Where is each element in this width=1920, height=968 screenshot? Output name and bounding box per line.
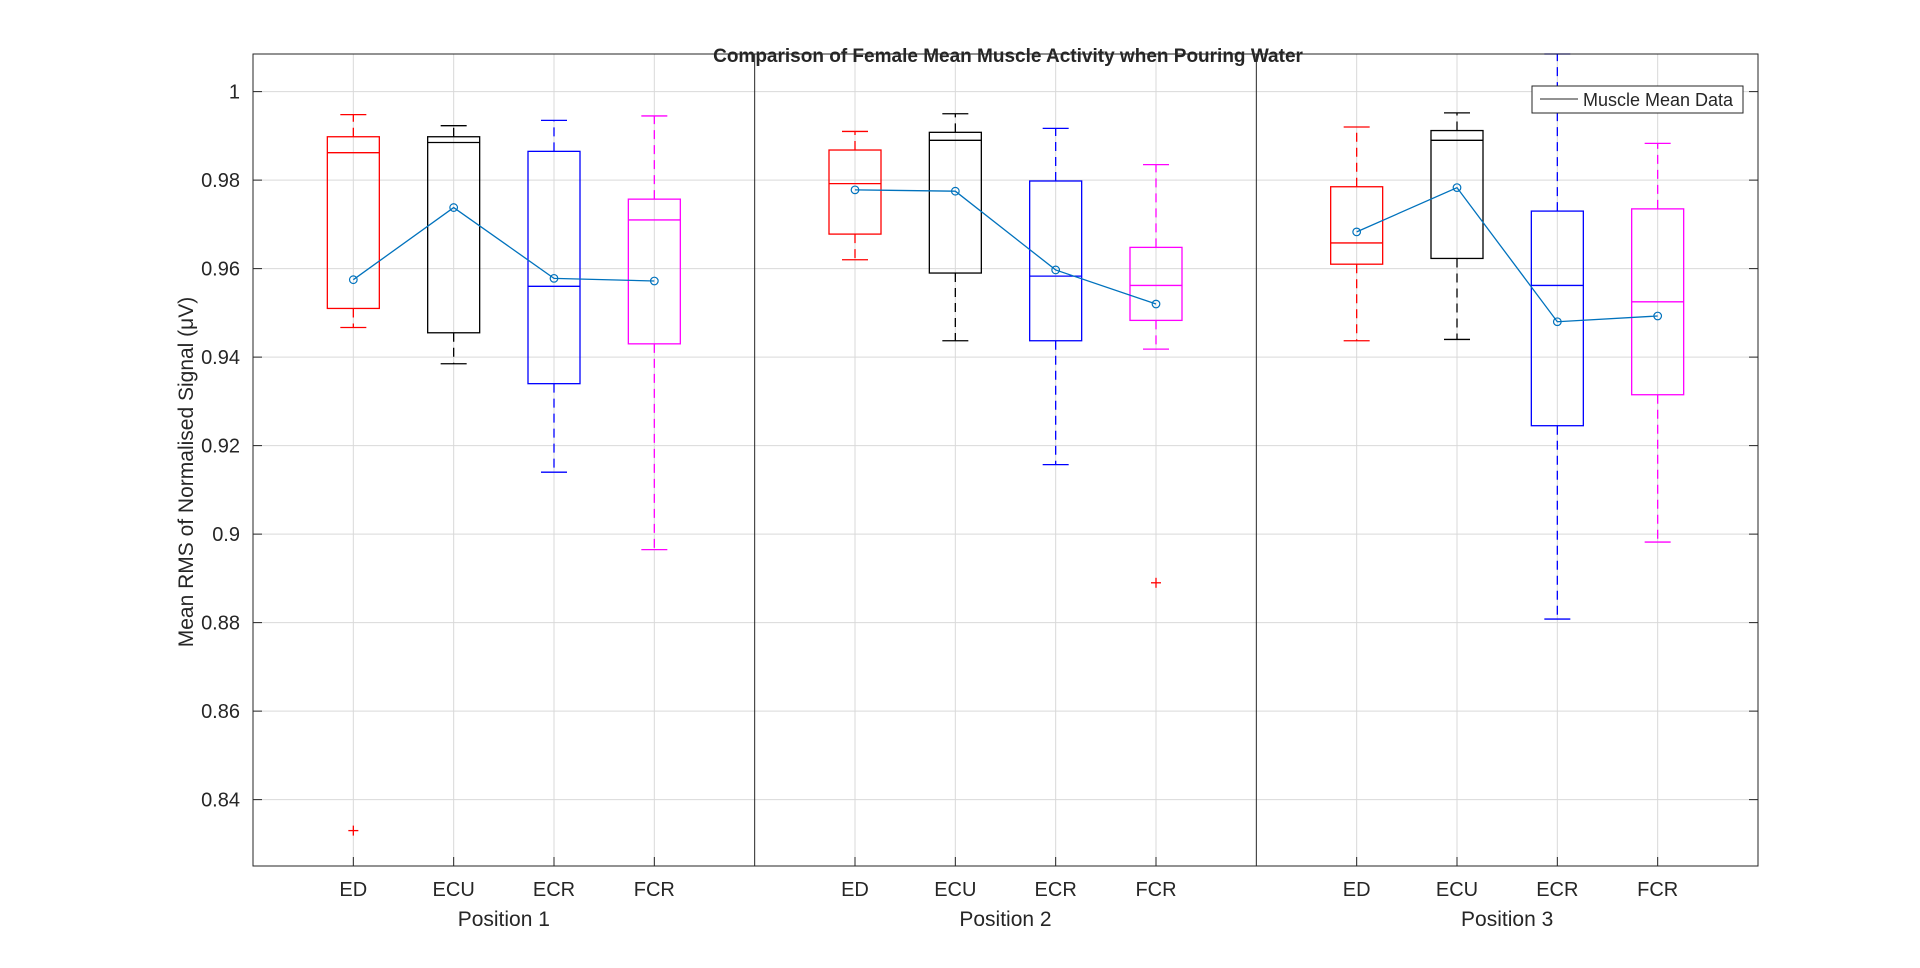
mean-line xyxy=(854,189,1157,305)
y-tick-label: 0.9 xyxy=(212,524,240,546)
box-ed xyxy=(1330,186,1384,265)
x-tick-label: ED xyxy=(1343,879,1371,901)
mean-line xyxy=(352,206,655,282)
mean-layer xyxy=(348,183,1663,327)
group-label: Position 3 xyxy=(1461,908,1553,931)
plot-frame xyxy=(252,53,1759,867)
box-ecr xyxy=(527,150,581,385)
box-fcr xyxy=(1129,246,1183,322)
mean-marker xyxy=(850,185,860,195)
mean-marker xyxy=(1151,299,1161,309)
x-tick-label: ED xyxy=(841,879,869,901)
box-ecu xyxy=(1430,129,1484,260)
box-ecr xyxy=(1530,210,1584,427)
x-tick-label: ECR xyxy=(1536,879,1578,901)
x-tick-label: ECU xyxy=(934,879,976,901)
box-layer xyxy=(326,53,1685,836)
chart-title: Comparison of Female Mean Muscle Activit… xyxy=(713,46,1303,67)
legend-label: Muscle Mean Data xyxy=(1583,90,1734,110)
x-tick-label: FCR xyxy=(1135,879,1176,901)
mean-marker xyxy=(1352,227,1362,237)
mean-line xyxy=(1356,186,1658,323)
box-ed xyxy=(326,136,380,310)
x-tick-label: ED xyxy=(339,879,367,901)
mean-marker xyxy=(348,275,358,285)
x-tick-label: FCR xyxy=(1637,879,1678,901)
grid-layer xyxy=(253,54,1758,866)
box-ecu xyxy=(928,131,982,274)
y-tick-label: 0.84 xyxy=(201,790,240,812)
y-tick-label: 0.92 xyxy=(201,436,240,458)
mean-marker xyxy=(1653,311,1663,321)
y-tick-label: 0.88 xyxy=(201,613,240,635)
mean-marker xyxy=(1452,183,1462,193)
y-axis-label: Mean RMS of Normalised Signal (μV) xyxy=(175,297,198,648)
box-ecr xyxy=(1029,180,1083,342)
mean-marker xyxy=(950,186,960,196)
x-tick-label: FCR xyxy=(634,879,675,901)
group-label: Position 1 xyxy=(458,908,550,931)
y-tick-label: 0.94 xyxy=(201,347,240,369)
y-tick-label: 1 xyxy=(229,82,240,104)
x-tick-label: ECR xyxy=(533,879,575,901)
legend: Muscle Mean Data xyxy=(1531,85,1744,114)
mean-marker xyxy=(449,203,459,212)
box-ed xyxy=(828,149,882,235)
mean-marker xyxy=(1552,317,1562,327)
y-tick-label: 0.98 xyxy=(201,170,240,192)
mean-marker xyxy=(649,276,659,286)
group-label: Position 2 xyxy=(959,908,1051,931)
y-tick-label: 0.96 xyxy=(201,259,240,281)
y-tick-label: 0.86 xyxy=(201,701,240,723)
x-tick-label: ECR xyxy=(1035,879,1077,901)
box-ecu xyxy=(427,136,481,334)
axes-layer: 0.84 0.86 0.88 0.9 0.92 0.94 0.96 0.98 1 ED ECU ECR… xyxy=(201,53,1759,931)
x-tick-label: ECU xyxy=(1436,879,1478,901)
box-fcr xyxy=(627,198,681,345)
x-tick-label: ECU xyxy=(433,879,475,901)
mean-marker xyxy=(1051,265,1061,275)
mean-marker xyxy=(549,273,559,283)
